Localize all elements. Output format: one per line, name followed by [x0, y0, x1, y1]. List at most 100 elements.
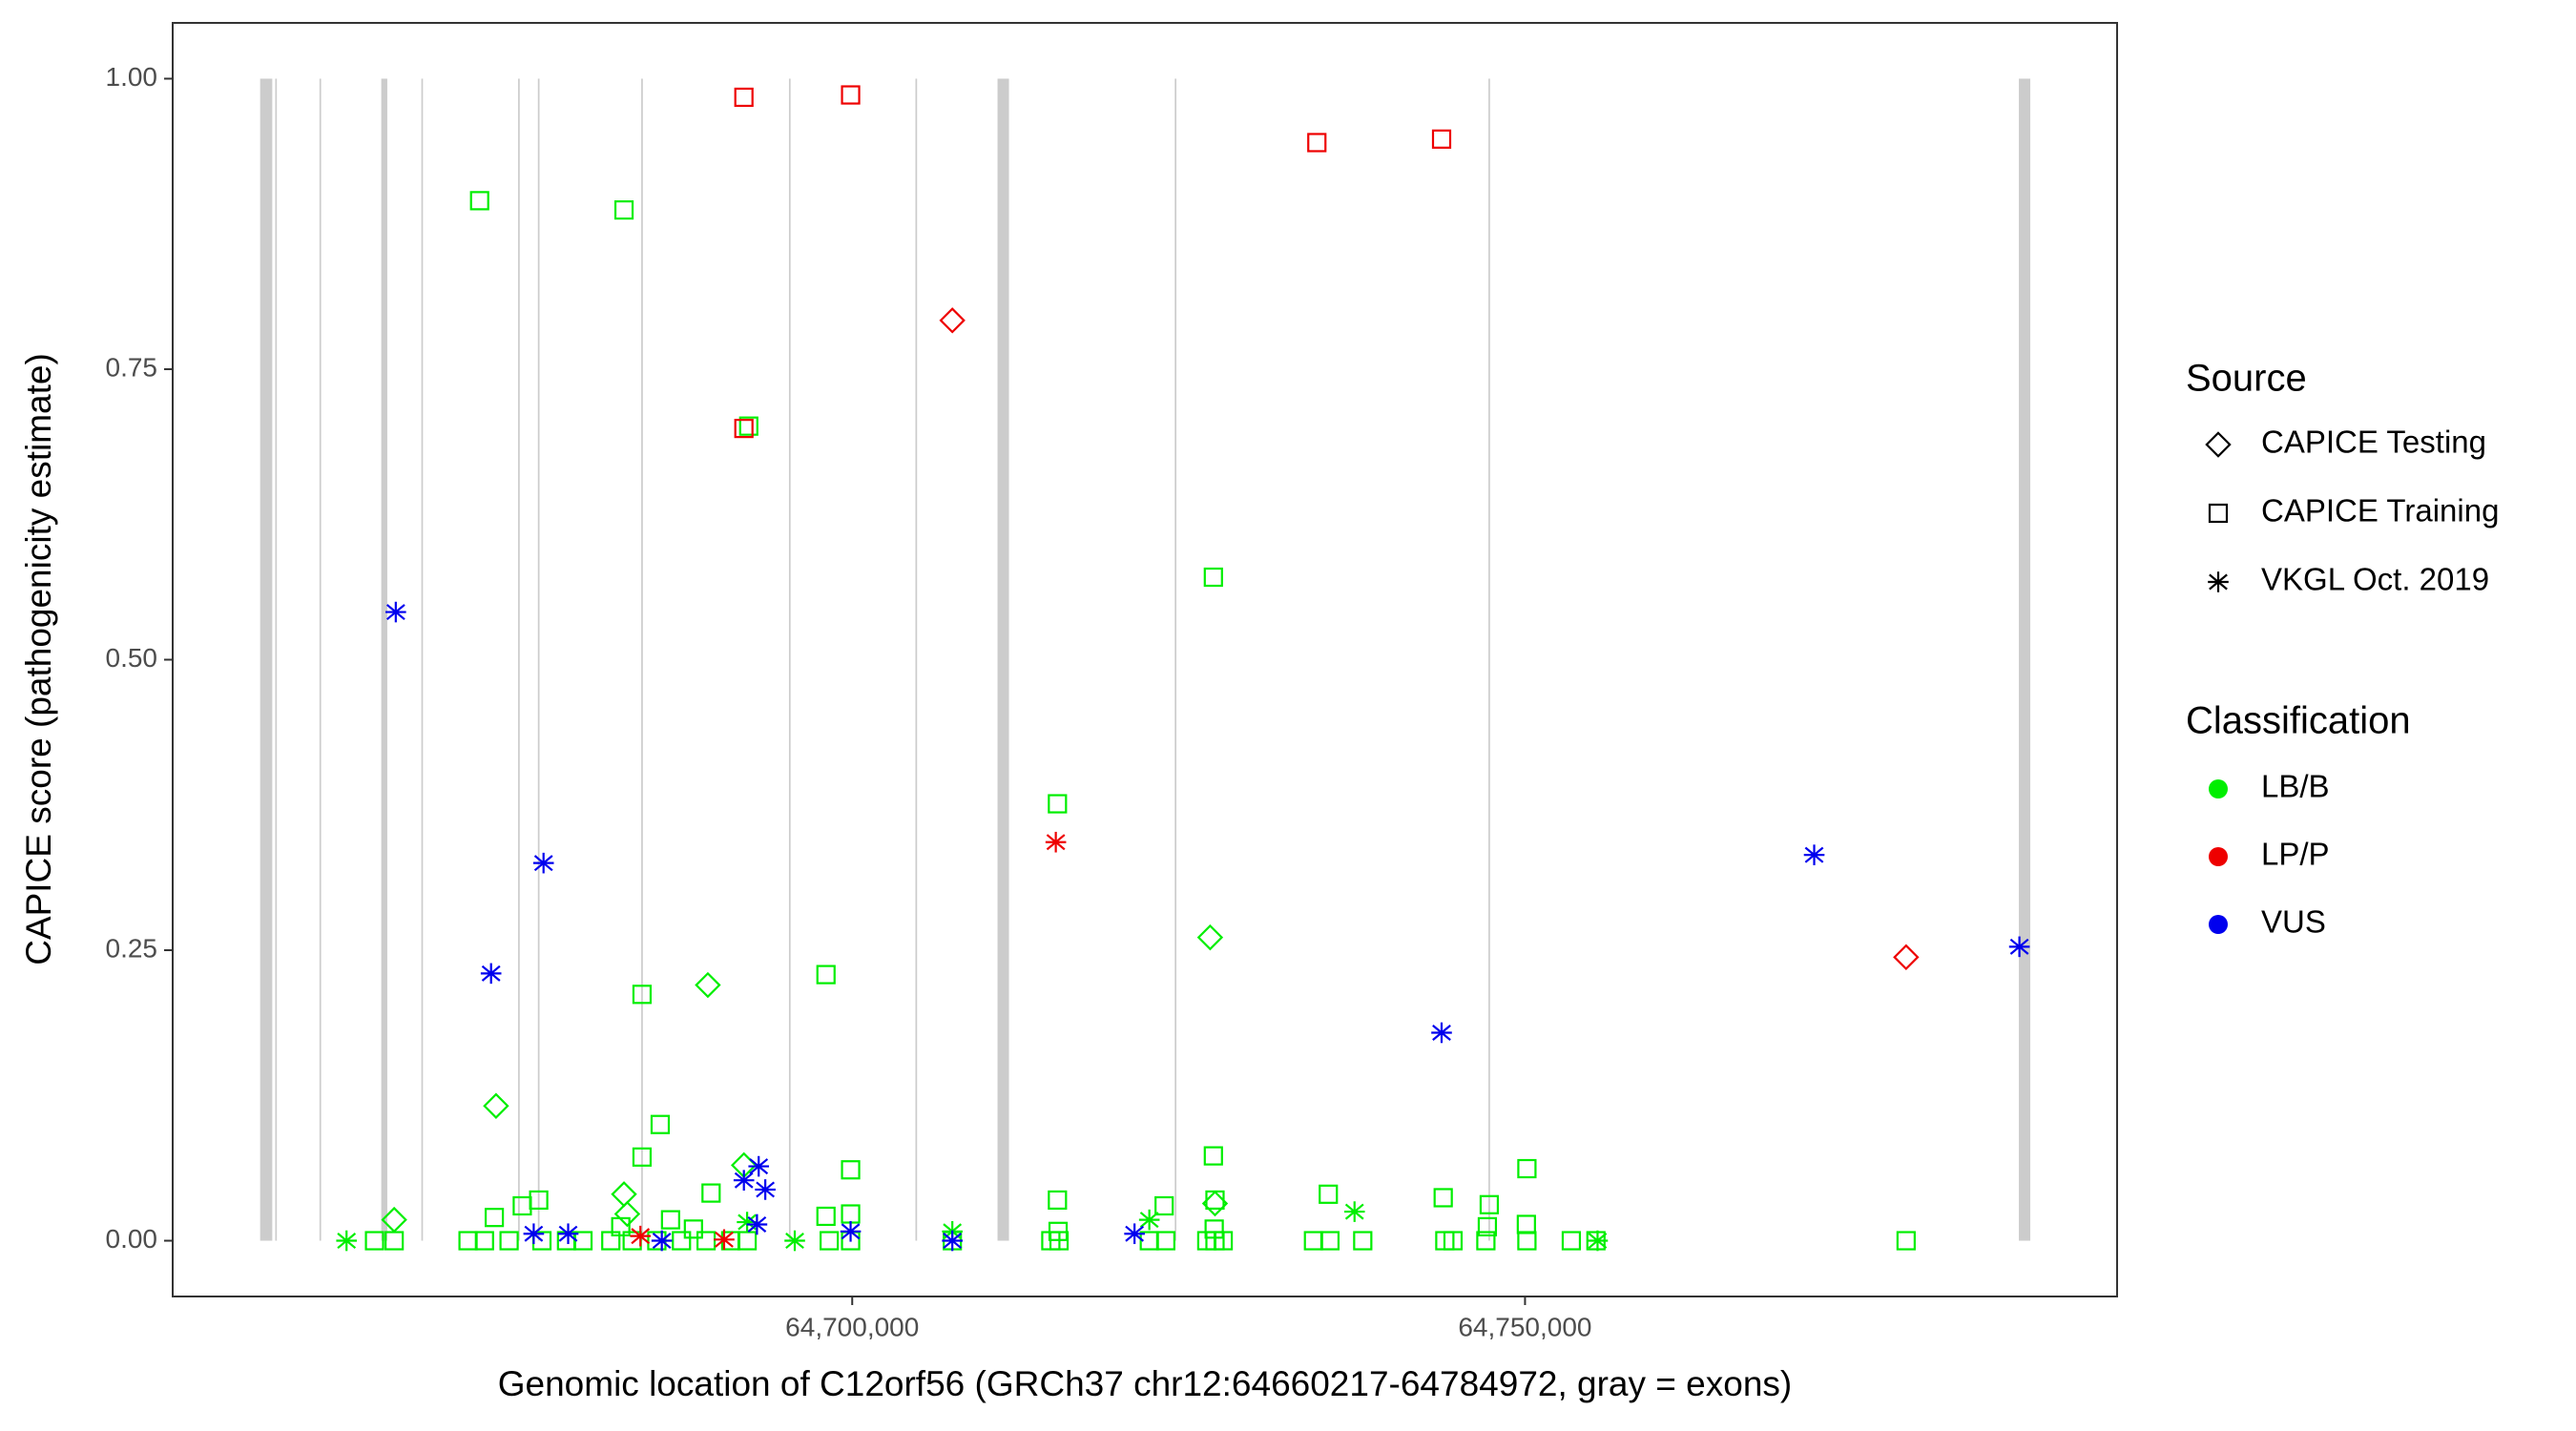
asterisk-stroke: [1804, 846, 1824, 863]
y-tick-label: 0.75: [106, 352, 158, 382]
asterisk-stroke: [2009, 938, 2029, 955]
asterisk-stroke: [841, 1223, 861, 1240]
point: [714, 1229, 735, 1251]
point: [572, 1231, 593, 1251]
asterisk-stroke: [747, 1215, 767, 1233]
point: [1443, 1231, 1464, 1251]
point: [1203, 1146, 1223, 1166]
point: [660, 1210, 680, 1230]
asterisk-stroke: [337, 1233, 357, 1250]
point: [784, 1230, 805, 1252]
point: [499, 1231, 519, 1251]
asterisk-stroke: [1344, 1203, 1364, 1220]
point: [1201, 1190, 1229, 1217]
point: [1587, 1230, 1609, 1252]
asterisk-stroke: [943, 1233, 963, 1250]
asterisk-stroke: [385, 604, 405, 621]
asterisk-stroke: [1125, 1225, 1145, 1242]
point: [474, 1231, 494, 1251]
legend-title: Classification: [2186, 700, 2411, 742]
exon: [997, 78, 1009, 1241]
point: [1516, 1214, 1536, 1234]
point: [650, 1114, 671, 1134]
point: [1561, 1231, 1582, 1251]
y-tick-label: 0.00: [106, 1224, 158, 1254]
asterisk-stroke: [524, 1225, 544, 1242]
asterisk-stroke: [481, 964, 501, 982]
point: [1155, 1231, 1175, 1251]
exon: [1488, 78, 1490, 1241]
point: [840, 1220, 862, 1242]
exon: [381, 78, 387, 1241]
exon: [915, 78, 918, 1241]
point: [734, 419, 754, 439]
point: [733, 1170, 755, 1191]
point: [1343, 1201, 1365, 1222]
point: [1319, 1184, 1339, 1204]
legend-label: LB/B: [2261, 769, 2330, 804]
point: [1124, 1223, 1145, 1245]
exon: [641, 78, 643, 1241]
exon: [421, 78, 424, 1241]
point: [613, 200, 634, 220]
point: [483, 1092, 509, 1119]
point: [1477, 1216, 1498, 1237]
point: [1048, 1190, 1068, 1211]
x-axis-title: Genomic location of C12orf56 (GRCh37 chr…: [498, 1364, 1792, 1403]
exon: [2019, 78, 2031, 1241]
point: [601, 1231, 621, 1251]
legend-title: Source: [2186, 358, 2307, 400]
point: [469, 191, 489, 211]
asterisk-stroke: [1588, 1233, 1608, 1250]
point: [613, 1200, 641, 1228]
asterisk-stroke: [749, 1158, 769, 1175]
legend-label: CAPICE Training: [2261, 493, 2499, 529]
point: [816, 964, 836, 985]
point: [1479, 1194, 1500, 1214]
exon: [1174, 78, 1177, 1241]
point: [701, 1183, 721, 1203]
point: [816, 1206, 836, 1227]
legend-key: [2209, 779, 2228, 798]
point: [1896, 1231, 1916, 1251]
asterisk-stroke: [2209, 573, 2228, 591]
point: [746, 1213, 768, 1235]
point: [841, 1160, 861, 1180]
point: [1138, 1209, 1160, 1231]
asterisk-stroke: [785, 1233, 804, 1250]
asterisk-stroke: [1139, 1212, 1159, 1229]
legend-key: [2205, 431, 2232, 458]
legend-label: CAPICE Testing: [2261, 425, 2486, 460]
asterisk-stroke: [1046, 834, 1066, 851]
asterisk-stroke: [652, 1233, 672, 1250]
point: [1048, 794, 1068, 814]
point: [748, 1155, 770, 1177]
point: [1353, 1231, 1373, 1251]
point: [942, 1230, 963, 1252]
point: [1893, 944, 1920, 971]
point: [1517, 1158, 1537, 1179]
point: [1431, 129, 1452, 149]
point: [364, 1231, 384, 1251]
point: [1203, 567, 1223, 588]
y-tick-label: 0.25: [106, 933, 158, 963]
point: [2008, 936, 2030, 958]
legend-key: [2209, 915, 2228, 934]
point: [336, 1230, 358, 1252]
point: [696, 1231, 717, 1251]
asterisk-stroke: [734, 1172, 754, 1189]
point: [381, 1206, 407, 1234]
asterisk-stroke: [756, 1181, 776, 1198]
point: [1048, 1221, 1069, 1241]
point: [512, 1195, 532, 1216]
point: [523, 1223, 545, 1245]
y-tick-label: 0.50: [106, 643, 158, 673]
y-tick-label: 1.00: [106, 62, 158, 92]
point: [1476, 1231, 1496, 1251]
point: [695, 971, 721, 999]
point: [1196, 923, 1224, 951]
exon: [275, 78, 278, 1241]
point: [557, 1223, 579, 1245]
legend-key: [2209, 847, 2228, 866]
